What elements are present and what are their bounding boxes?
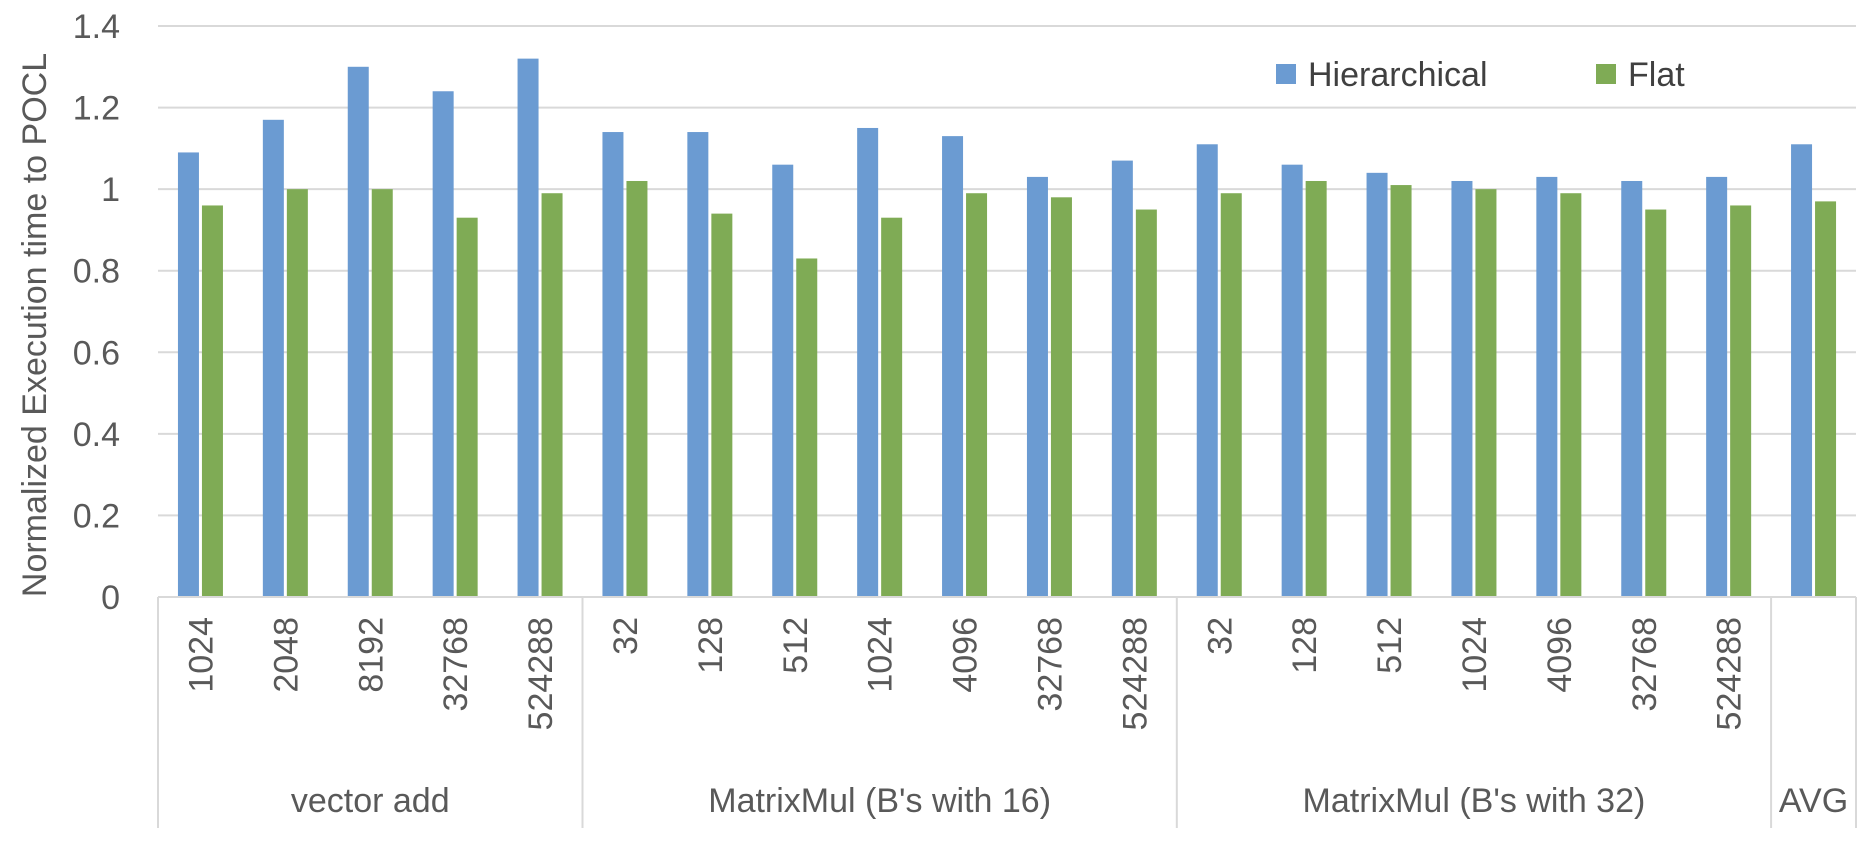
bar-flat [456,217,478,597]
bar-hierarchical [1111,160,1133,598]
bar-hierarchical [1366,172,1388,598]
bar-hierarchical [602,132,624,598]
category-label: 1024 [862,617,900,693]
category-label: 32 [607,617,645,655]
bar-hierarchical [262,119,284,598]
bar-hierarchical [942,136,964,597]
group-label: MatrixMul (B's with 32) [1303,782,1646,820]
legend: Hierarchical Flat [1276,56,1685,94]
category-label: 128 [1286,617,1324,674]
category-label: 8192 [352,617,390,693]
bar-flat [1475,189,1497,597]
bar-flat [711,213,733,597]
group-label: MatrixMul (B's with 16) [708,782,1051,820]
bar-flat [1135,209,1157,598]
bar-flat [1390,185,1412,598]
y-tick-label: 0 [101,579,120,617]
bar-flat [371,189,393,597]
group-label: AVG [1779,782,1848,820]
bar-hierarchical [517,58,539,598]
category-label: 512 [1371,617,1409,674]
legend-label: Flat [1628,56,1685,94]
category-label: 32768 [437,617,475,712]
category-label: 4096 [947,617,985,693]
bar-flat [796,258,818,597]
y-tick-label: 0.8 [73,253,120,291]
y-tick-label: 1 [101,171,120,209]
bar-hierarchical [687,132,709,598]
bar-flat [541,193,563,597]
category-axis: vector add 1024 2048 8192 32768 524288 MatrixM… [157,596,1857,828]
bar-hierarchical [177,152,199,597]
category-label: 2048 [267,617,305,693]
bar-hierarchical [347,66,369,598]
bar-flat [966,193,988,597]
bar-flat [286,189,308,597]
bar-hierarchical [1621,180,1643,597]
bar-hierarchical [432,91,454,597]
category-label: 32768 [1626,617,1664,712]
y-tick-label: 1.2 [73,90,120,128]
category-label: 524288 [1116,617,1154,730]
y-tick-label: 0.6 [73,334,120,372]
group-label: vector add [291,782,450,820]
bar-flat [1305,180,1327,597]
category-label: 32 [1201,617,1239,655]
bar-hierarchical [772,164,794,597]
bar-hierarchical [1281,164,1303,597]
bar-flat [1730,205,1752,597]
bar-flat [1560,193,1582,597]
y-tick-label: 1.4 [73,8,120,46]
bar-flat [626,180,648,597]
y-tick-label: 0.2 [73,497,120,535]
legend-swatch [1276,64,1296,84]
category-label: 1024 [1456,617,1494,693]
category-label: 1024 [182,617,220,693]
bar-hierarchical [1791,144,1813,597]
bar-flat [1050,197,1072,598]
bar-flat [1220,193,1242,597]
y-axis-title: Normalized Execution time to POCL [16,53,54,597]
category-label: 524288 [1711,617,1749,730]
bar-hierarchical [1451,180,1473,597]
bar-hierarchical [1196,144,1218,597]
legend-label: Hierarchical [1308,56,1488,94]
gridlines [158,25,1856,517]
bar-flat [201,205,223,597]
y-axis-ticks: 0 0.2 0.4 0.6 0.8 1 1.2 1.4 [73,8,120,617]
bar-hierarchical [1706,176,1728,597]
y-tick-label: 0.4 [73,416,120,454]
bar-flat [881,217,903,597]
bar-hierarchical [1536,176,1558,597]
category-label: 4096 [1541,617,1579,693]
bar-hierarchical [1026,176,1048,597]
legend-swatch [1596,64,1616,84]
category-label: 524288 [522,617,560,730]
bars [177,58,1837,598]
bar-flat [1645,209,1667,598]
category-label: 128 [692,617,730,674]
bar-flat [1815,201,1837,597]
category-label: 32768 [1031,617,1069,712]
category-label: 512 [777,617,815,674]
bar-hierarchical [857,127,879,597]
